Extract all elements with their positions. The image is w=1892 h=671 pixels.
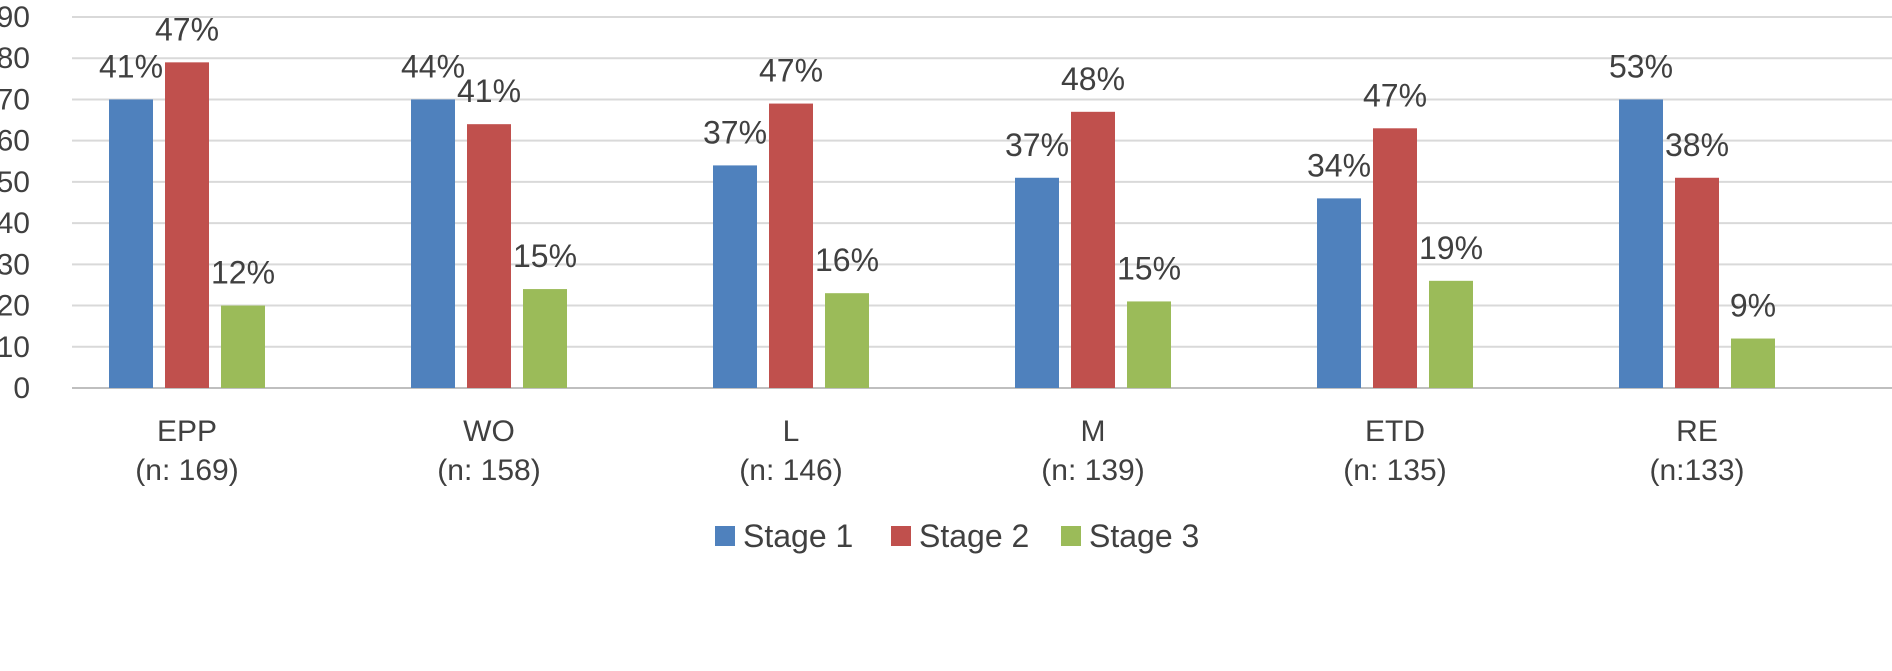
data-label: 47%	[1363, 77, 1427, 113]
data-label: 16%	[815, 242, 879, 278]
category-label: WO	[463, 415, 515, 448]
y-tick-label: 50	[0, 166, 30, 199]
bar	[1127, 301, 1171, 388]
bar	[769, 103, 813, 389]
category-label: L	[783, 415, 800, 448]
data-label: 15%	[513, 238, 577, 274]
bar	[165, 62, 209, 388]
y-axis-ticks: 0 10 20 30 40 50 60 70 80 90	[0, 1, 30, 405]
y-tick-label: 90	[0, 1, 30, 34]
bars	[109, 62, 1775, 389]
bar	[1373, 128, 1417, 389]
category-label: EPP	[157, 415, 217, 448]
data-label: 44%	[401, 48, 465, 84]
y-tick-label: 10	[0, 331, 30, 364]
y-tick-label: 70	[0, 83, 30, 116]
legend-swatch	[891, 526, 911, 546]
data-label: 9%	[1730, 288, 1776, 324]
data-label: 37%	[703, 114, 767, 150]
bar	[1731, 338, 1775, 388]
x-axis-labels: EPP (n: 169) WO (n: 158) L (n: 146) M (n: 139) E…	[135, 415, 1744, 487]
category-count-label: (n: 146)	[739, 454, 842, 487]
y-tick-label: 40	[0, 207, 30, 240]
y-tick-label: 80	[0, 42, 30, 75]
data-label: 37%	[1005, 127, 1069, 163]
category-label: RE	[1676, 415, 1718, 448]
category-count-label: (n: 139)	[1041, 454, 1144, 487]
bar	[825, 293, 869, 388]
bar	[411, 99, 455, 388]
bar	[221, 305, 265, 388]
data-labels: 41%47%12%44%41%15%37%47%16%37%48%15%34%4…	[99, 11, 1776, 323]
y-tick-label: 20	[0, 290, 30, 323]
bar	[1675, 177, 1719, 388]
data-label: 19%	[1419, 230, 1483, 266]
bar	[1429, 280, 1473, 388]
bar	[1619, 99, 1663, 388]
category-label: M	[1081, 415, 1106, 448]
category-label: ETD	[1365, 415, 1425, 448]
legend: Stage 1 Stage 2 Stage 3	[715, 518, 1199, 554]
data-label: 53%	[1609, 48, 1673, 84]
legend-swatch	[715, 526, 735, 546]
bar	[1071, 111, 1115, 389]
bar	[467, 124, 511, 388]
data-label: 41%	[99, 48, 163, 84]
data-label: 48%	[1061, 61, 1125, 97]
legend-label: Stage 2	[919, 518, 1029, 554]
data-label: 47%	[155, 11, 219, 47]
gridlines	[72, 16, 1892, 389]
y-tick-label: 30	[0, 248, 30, 281]
legend-label: Stage 3	[1089, 518, 1199, 554]
data-label: 47%	[759, 53, 823, 89]
bar	[1317, 198, 1361, 388]
bar	[713, 165, 757, 388]
category-count-label: (n: 135)	[1343, 454, 1446, 487]
data-label: 15%	[1117, 250, 1181, 286]
category-count-label: (n: 158)	[437, 454, 540, 487]
data-label: 34%	[1307, 147, 1371, 183]
y-tick-label: 60	[0, 125, 30, 158]
category-count-label: (n: 169)	[135, 454, 238, 487]
data-label: 38%	[1665, 127, 1729, 163]
category-count-label: (n:133)	[1649, 454, 1744, 487]
y-tick-label: 0	[13, 372, 30, 405]
legend-label: Stage 1	[743, 518, 853, 554]
bar	[523, 289, 567, 388]
bar	[1015, 177, 1059, 388]
data-label: 12%	[211, 255, 275, 291]
bar	[109, 99, 153, 388]
data-label: 41%	[457, 73, 521, 109]
legend-swatch	[1061, 526, 1081, 546]
